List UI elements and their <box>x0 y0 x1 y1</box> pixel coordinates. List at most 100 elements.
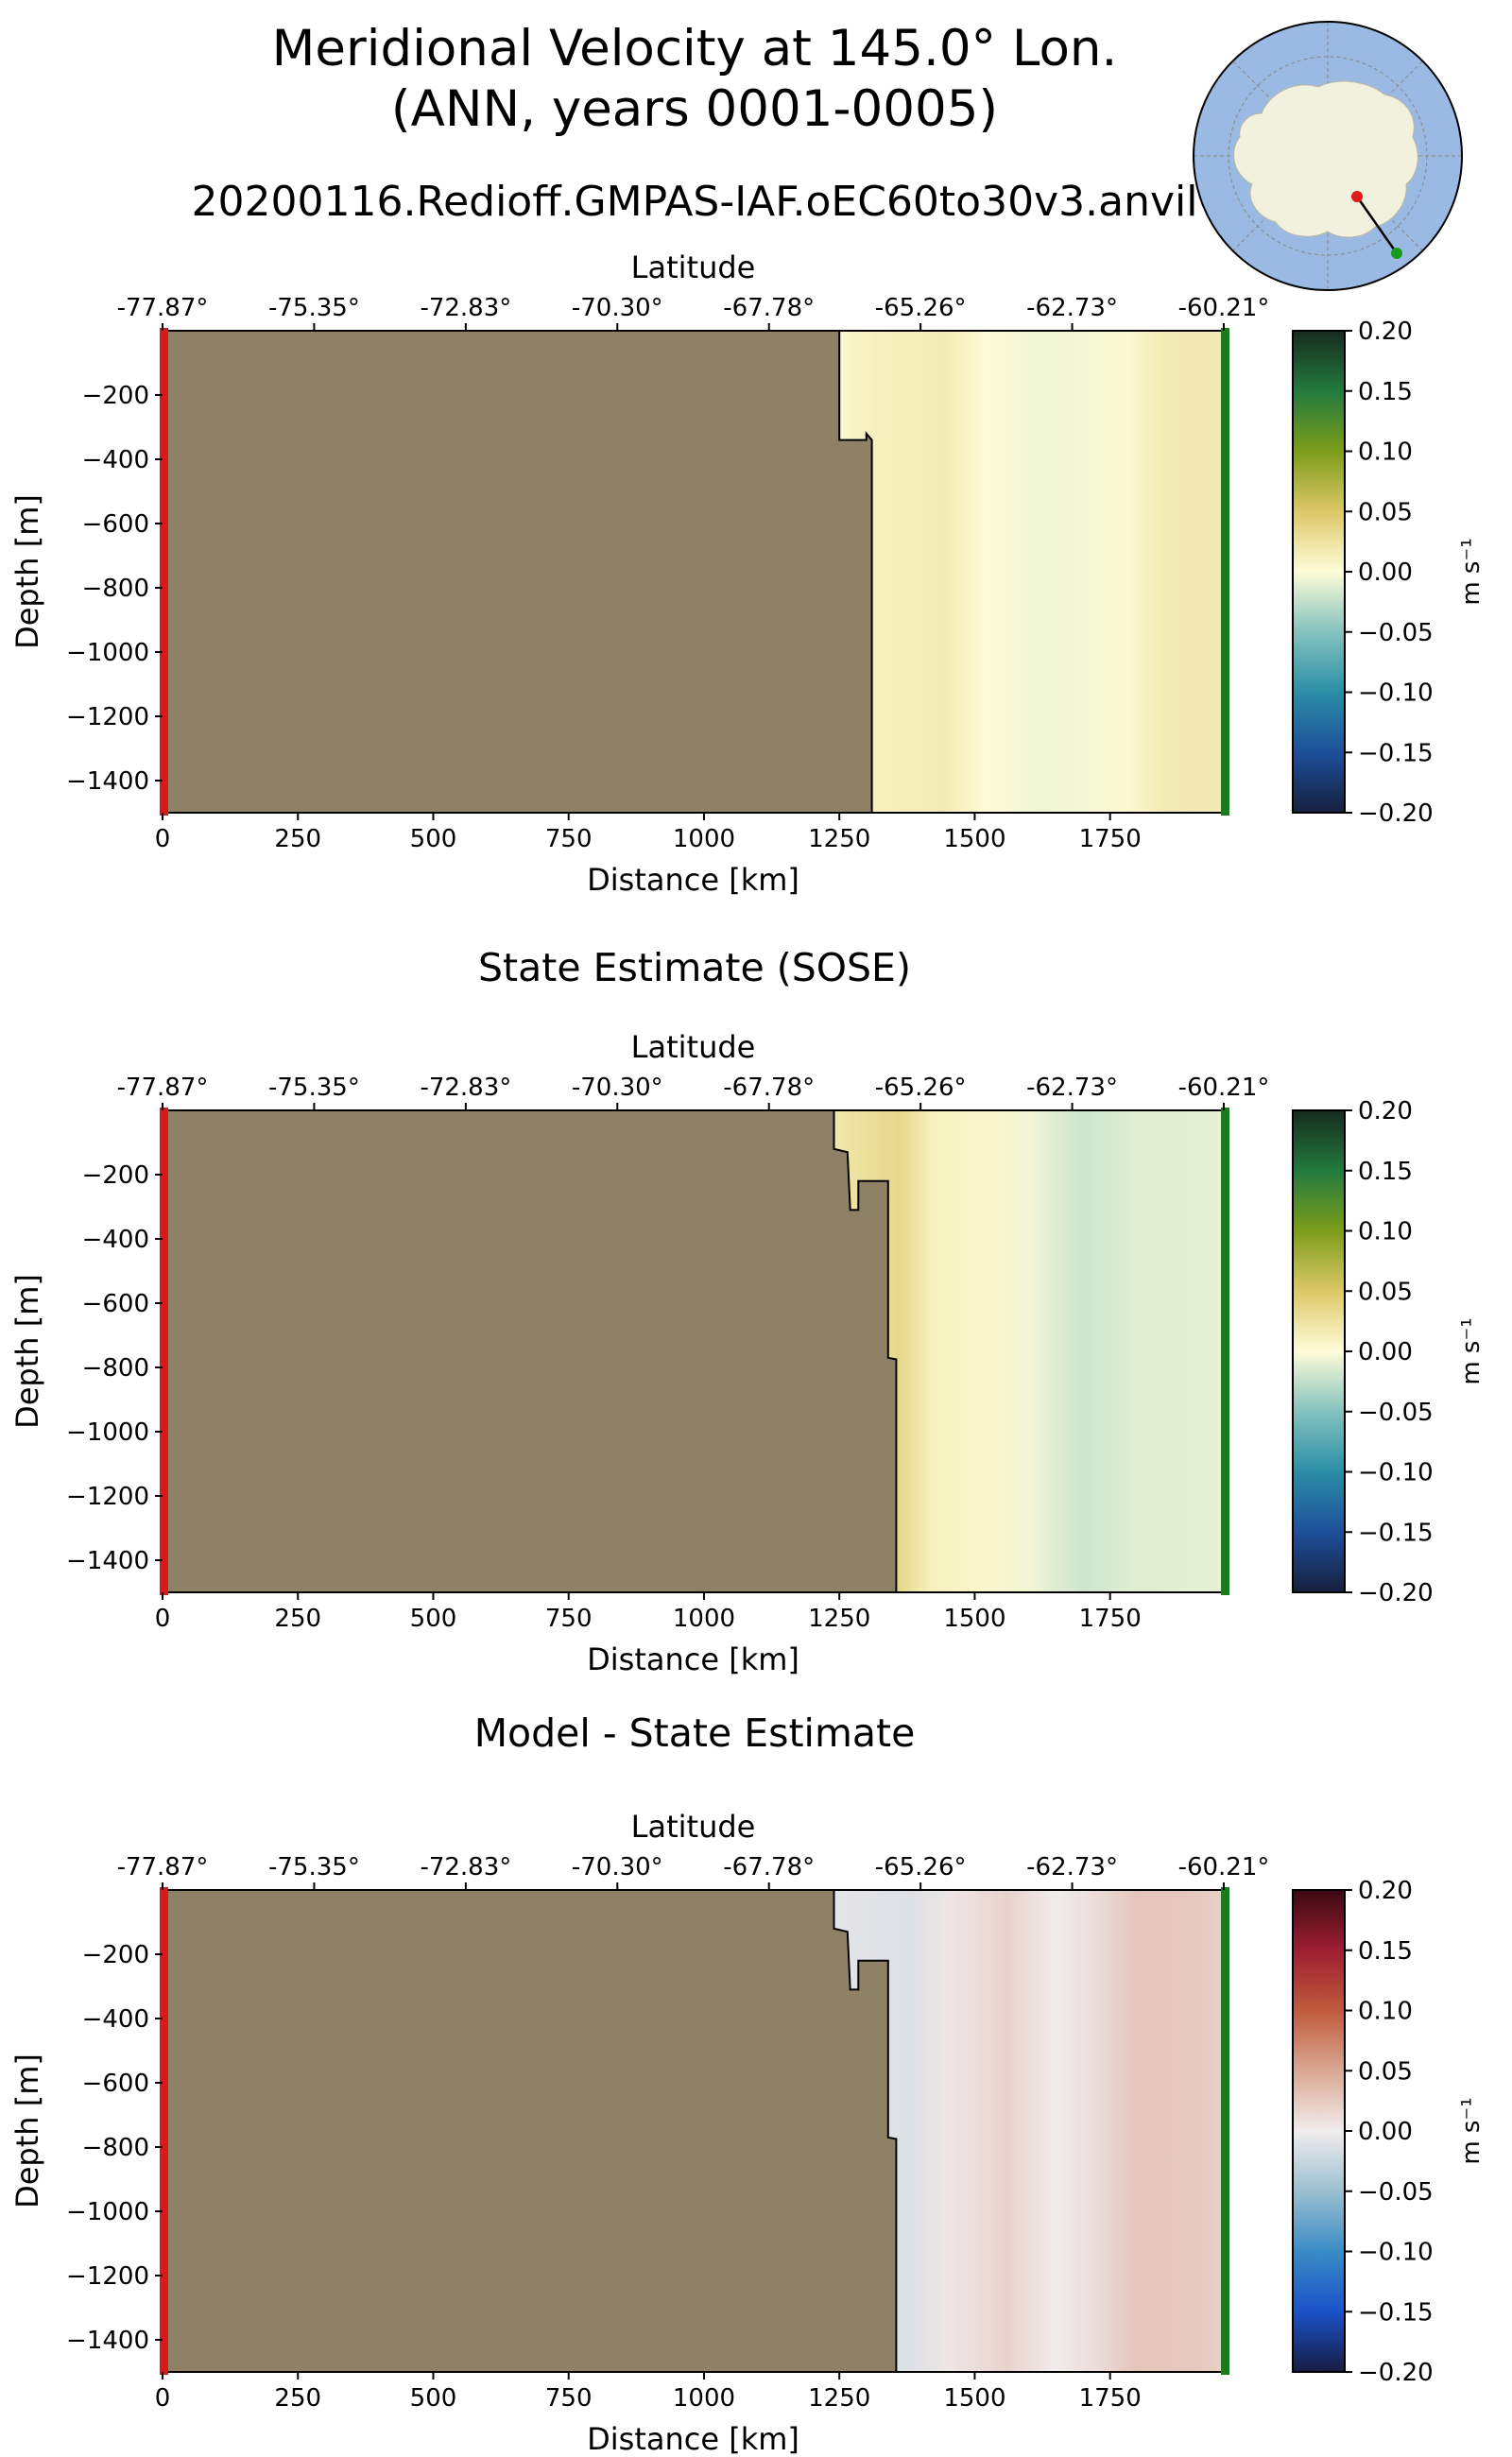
lat-tick: -72.83° <box>420 294 511 331</box>
x-tick: 1750 <box>1079 813 1142 853</box>
colorbar-tick-label: −0.10 <box>1358 679 1434 708</box>
y-tick-label: −400 <box>82 446 149 474</box>
lat-tick-label: -65.26° <box>875 1853 967 1881</box>
y-axis-label: Depth [m] <box>9 1274 45 1429</box>
x-tick-label: 1000 <box>673 1605 735 1633</box>
land-boundary <box>833 1890 898 2372</box>
colorbar-tick-label: −0.05 <box>1358 2178 1434 2207</box>
start-marker <box>160 1108 168 1595</box>
lat-tick-label: -70.30° <box>572 294 663 322</box>
y-tick-label: −400 <box>82 2005 149 2034</box>
x-tick-label: 750 <box>545 825 593 853</box>
y-tick-label: −1200 <box>66 703 149 731</box>
x-axis-label: Distance [km] <box>587 862 799 898</box>
lat-axis-label: Latitude <box>631 1029 756 1065</box>
x-tick: 0 <box>155 2372 170 2413</box>
colorbar-tick: −0.20 <box>1345 799 1434 828</box>
lat-tick-label: -62.73° <box>1026 294 1118 322</box>
x-tick: 1750 <box>1079 1592 1142 1633</box>
colorbar-tick: −0.10 <box>1345 679 1434 708</box>
x-tick: 1000 <box>673 2372 735 2413</box>
lat-tick-label: -75.35° <box>268 294 360 322</box>
x-tick-label: 250 <box>274 1605 321 1633</box>
y-tick-label: −600 <box>82 510 149 539</box>
y-tick-label: −800 <box>82 1354 149 1383</box>
x-tick-label: 250 <box>274 2384 321 2413</box>
colorbar-tick-label: −0.15 <box>1358 1519 1434 1547</box>
colorbar-tick-label: 0.05 <box>1358 1278 1413 1306</box>
x-tick: 1000 <box>673 1592 735 1633</box>
y-tick-label: −600 <box>82 1290 149 1318</box>
colorbar-gradient <box>1292 1889 1346 2373</box>
colorbar-tick-label: −0.10 <box>1358 2239 1434 2267</box>
x-tick: 1500 <box>943 813 1006 853</box>
colorbar-tick-label: 0.20 <box>1358 318 1413 346</box>
lat-tick-label: -70.30° <box>572 1074 663 1102</box>
x-tick-label: 1250 <box>808 825 870 853</box>
land-mask <box>163 331 872 813</box>
colorbar-tick-label: −0.05 <box>1358 1399 1434 1427</box>
x-tick: 1250 <box>808 813 870 853</box>
colorbar-tick: −0.15 <box>1345 739 1434 767</box>
lat-tick-label: -62.73° <box>1026 1853 1118 1881</box>
y-tick: −200 <box>82 1941 163 1969</box>
colorbar-tick: −0.05 <box>1345 2178 1434 2207</box>
colorbar-tick: 0.00 <box>1345 558 1413 587</box>
chart-panel-1: 0 250 500 750 1000 1250 1500 1750 Distance [km] -… <box>9 249 1486 898</box>
y-tick: −1200 <box>66 2262 163 2291</box>
x-tick-label: 0 <box>155 1605 171 1633</box>
y-tick: −800 <box>82 2134 163 2162</box>
colorbar-tick: 0.00 <box>1345 2118 1413 2146</box>
x-axis-label: Distance [km] <box>587 1641 799 1677</box>
y-tick-label: −200 <box>82 1161 149 1190</box>
colorbar: 0.20 0.15 0.10 0.05 0.00 −0.05 −0.10 −0.15 −0.20… <box>1292 1877 1486 2387</box>
colorbar-tick-label: −0.10 <box>1358 1459 1434 1487</box>
colorbar-tick: 0.10 <box>1345 1998 1413 2026</box>
lat-tick: -72.83° <box>420 1853 511 1890</box>
x-tick: 1500 <box>943 2372 1006 2413</box>
colorbar-tick: 0.00 <box>1345 1338 1413 1366</box>
x-tick: 0 <box>155 813 171 853</box>
colorbar-tick: −0.20 <box>1345 1579 1434 1607</box>
lat-tick-label: -65.26° <box>875 1074 967 1102</box>
lat-tick-label: -72.83° <box>420 1074 511 1102</box>
colorbar-tick: 0.20 <box>1345 1097 1413 1125</box>
lat-tick-label: -75.35° <box>268 1074 360 1102</box>
y-tick: −200 <box>82 1161 163 1190</box>
colorbar-tick: 0.05 <box>1345 2057 1413 2086</box>
y-axis-label: Depth [m] <box>9 2053 45 2208</box>
map-border <box>1193 21 1463 291</box>
y-tick-label: −800 <box>82 2134 149 2162</box>
lat-tick: -75.35° <box>268 294 360 331</box>
y-tick-label: −1200 <box>66 2262 149 2291</box>
panel-1-title: 20200116.Redioff.GMPAS-IAF.oEC60to30v3.a… <box>191 178 1198 226</box>
y-tick-label: −200 <box>82 382 149 410</box>
colorbar-tick-label: −0.20 <box>1358 1579 1434 1607</box>
lat-tick-label: -62.73° <box>1026 1074 1118 1102</box>
lat-tick: -62.73° <box>1026 1074 1118 1110</box>
lat-tick-label: -65.26° <box>875 294 967 322</box>
lat-tick: -77.87° <box>117 1074 209 1110</box>
y-tick: −1000 <box>66 639 163 667</box>
x-tick-label: 1750 <box>1079 2384 1142 2413</box>
y-tick: −400 <box>82 446 163 474</box>
colorbar-tick-label: 0.15 <box>1358 1937 1413 1966</box>
lat-tick: -70.30° <box>572 294 663 331</box>
y-tick-label: −1200 <box>66 1483 149 1511</box>
colorbar-tick-label: −0.20 <box>1358 799 1434 828</box>
x-tick: 500 <box>410 1592 456 1633</box>
lat-tick: -70.30° <box>572 1853 663 1890</box>
colorbar-tick: 0.15 <box>1345 378 1413 406</box>
y-tick-label: −1400 <box>66 767 149 796</box>
x-tick: 1250 <box>808 2372 870 2413</box>
colorbar-tick-label: 0.05 <box>1358 498 1413 526</box>
x-tick-label: 1250 <box>808 2384 870 2413</box>
lat-tick: -62.73° <box>1026 1853 1118 1890</box>
colorbar-tick-label: 0.00 <box>1358 558 1413 587</box>
lat-tick-label: -77.87° <box>117 1074 209 1102</box>
x-tick-label: 0 <box>155 825 171 853</box>
x-tick-label: 1750 <box>1079 1605 1142 1633</box>
x-tick-label: 1500 <box>943 825 1005 853</box>
x-tick-label: 1750 <box>1079 825 1142 853</box>
land-boundary <box>833 1110 898 1592</box>
